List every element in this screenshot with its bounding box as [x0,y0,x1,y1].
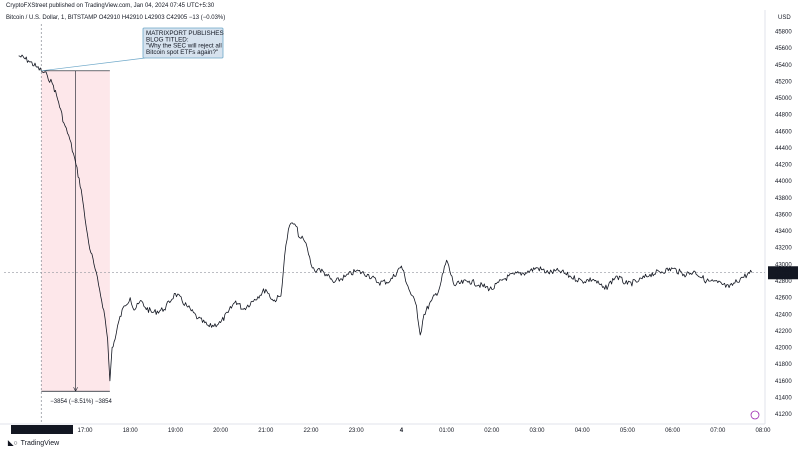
y-tick-label: 41400 [775,395,792,401]
y-tick-label: 43800 [775,196,792,202]
crosshair-date-tag [11,425,73,434]
tradingview-brand: TradingView [20,439,60,447]
x-tick-label: 17:00 [77,428,93,434]
x-tick-label: 01:00 [439,428,455,434]
y-tick-label: 43000 [775,262,792,268]
x-tick-label: 03:00 [529,428,545,434]
y-tick-label: 44800 [775,113,792,119]
y-tick-label: 42000 [775,346,792,352]
x-tick-label: 04:00 [575,428,591,434]
event-marker-icon [750,410,760,420]
time-axis: 17:00 18:00 19:00 20:00 21:00 22:00 23:00 4 01:0… [77,428,771,434]
y-tick-label: 42600 [775,296,792,302]
price-axis: USD 45800 45600 45400 45200 45000 44800 44600 44… [775,15,792,418]
price-tag-value: 42905 [775,268,792,274]
tradingview-logo-icon: ◣○ [8,440,18,447]
symbol-ohlc-line: Bitcoin / U.S. Dollar, 1, BITSTAMP O4291… [6,15,226,21]
y-tick-label: 45800 [775,30,792,36]
range-measure-label: −3854 (−8.51%) −3854 [50,399,112,405]
x-tick-label: 07:00 [710,428,726,434]
price-tag [768,266,798,280]
y-tick-label: 41200 [775,412,792,418]
range-arrow-head [73,387,78,392]
y-tick-label: 45200 [775,79,792,85]
y-tick-label: 44000 [775,179,792,185]
tradingview-footer: ◣○ TradingView [8,439,60,448]
x-tick-label: 4 [400,428,404,434]
publisher-line: CryptoFXStreet published on TradingView.… [6,3,215,9]
y-tick-label: 45600 [775,46,792,52]
y-tick-label: 43400 [775,229,792,235]
y-tick-label: 43200 [775,246,792,252]
y-tick-label: 42400 [775,312,792,318]
x-tick-label: 18:00 [123,428,139,434]
y-tick-label: 41800 [775,362,792,368]
y-tick-label: 44600 [775,129,792,135]
y-tick-label: 41600 [775,379,792,385]
x-tick-label: 21:00 [258,428,274,434]
callout-text: MATRIXPORT PUBLISHES [146,30,224,37]
callout-text: "Why the SEC will reject all [146,43,222,50]
x-tick-label: 23:00 [349,428,365,434]
y-tick-label: 42800 [775,279,792,285]
y-tick-label: 45000 [775,96,792,102]
x-tick-label: 02:00 [484,428,500,434]
x-tick-label: 19:00 [168,428,184,434]
price-tag-countdown: 00:21 [775,274,791,280]
y-tick-label: 44400 [775,146,792,152]
x-tick-label: 05:00 [620,428,636,434]
price-series-line [18,54,753,382]
y-tick-label: 42200 [775,329,792,335]
callout-box [142,27,224,59]
currency-label: USD [778,15,791,21]
callout-text: BLOG TITLED: [146,36,189,43]
crosshair-date-label: Wed 03 Jan '24 16:02 [13,428,72,434]
x-tick-label: 22:00 [303,428,319,434]
y-tick-label: 43600 [775,212,792,218]
callout-text: Bitcoin spot ETFs again?" [146,49,218,56]
y-tick-label: 44200 [775,163,792,169]
x-tick-label: 08:00 [755,428,771,434]
range-measure: −3854 (−8.51%) −3854 [41,70,113,405]
x-tick-label: 06:00 [665,428,681,434]
callout-pointer [41,57,146,72]
y-tick-label: 45400 [775,63,792,69]
x-tick-label: 20:00 [213,428,229,434]
